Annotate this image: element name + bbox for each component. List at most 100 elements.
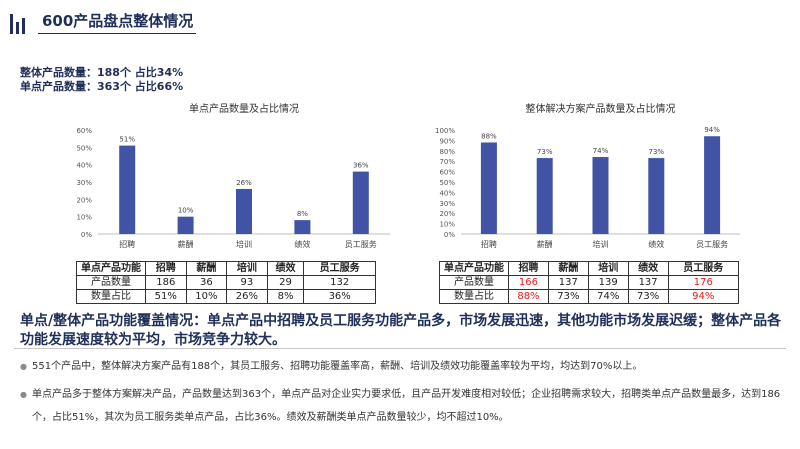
bar xyxy=(236,188,252,234)
bar xyxy=(294,220,311,234)
data-label: 51% xyxy=(119,136,135,144)
table-row: 数量占比 88% 73% 74% 73% 94% xyxy=(439,289,740,304)
y-tick-label: 70% xyxy=(439,158,455,166)
y-tick-label: 90% xyxy=(439,137,455,145)
logo-bars-icon xyxy=(10,10,30,34)
y-tick-label: 0% xyxy=(444,231,455,239)
table-cell: 数量占比 xyxy=(76,289,146,304)
data-label: 36% xyxy=(353,162,369,170)
overall-solution-bar-chart: 整体解决方案产品数量及占比情况 0% 10% 20% 30% 40% 50% 60% 70% 80… xyxy=(435,102,740,249)
y-tick-label: 50% xyxy=(439,179,455,187)
table-cell: 产品数量 xyxy=(439,275,509,290)
summary-block: 整体产品数量：188个 占比34% 单点产品数量：363个 占比66% xyxy=(20,66,183,94)
table-row: 产品数量 166 137 139 137 176 xyxy=(439,275,740,290)
table-cell: 10% xyxy=(185,289,228,304)
table-row: 产品数量 186 36 93 29 132 xyxy=(76,275,376,290)
table-cell-highlight: 94% xyxy=(667,289,740,304)
data-label: 73% xyxy=(649,148,665,156)
x-tick-label: 培训 xyxy=(593,239,609,249)
title-underline xyxy=(38,33,196,34)
bar xyxy=(648,158,665,234)
table-cell: 8% xyxy=(266,289,305,304)
bar xyxy=(177,216,194,234)
x-tick-label: 绩效 xyxy=(294,239,310,249)
table-cell: 数量占比 xyxy=(439,289,509,304)
table-header-cell: 绩效 xyxy=(627,261,669,276)
y-tick-label: 10% xyxy=(76,214,92,222)
bar xyxy=(704,136,721,234)
table-cell: 36% xyxy=(303,289,376,304)
x-tick-label: 招聘 xyxy=(481,239,497,249)
single-product-table: 单点产品功能 招聘 薪酬 培训 绩效 员工服务 产品数量 186 36 93 2… xyxy=(76,261,376,304)
data-label: 94% xyxy=(704,126,720,134)
y-tick-label: 60% xyxy=(76,127,92,135)
table-cell: 186 xyxy=(145,275,187,290)
table-header-row: 单点产品功能 招聘 薪酬 培训 绩效 员工服务 xyxy=(439,261,740,276)
y-tick-label: 30% xyxy=(439,200,455,208)
table-cell: 51% xyxy=(145,289,187,304)
data-label: 26% xyxy=(236,179,252,187)
table-cell: 73% xyxy=(547,289,589,304)
table-header-cell: 招聘 xyxy=(508,261,549,276)
table-header-cell: 培训 xyxy=(587,261,629,276)
y-tick-label: 50% xyxy=(76,144,92,152)
table-header-cell: 绩效 xyxy=(266,261,305,276)
single-product-bar-chart: 单点产品数量及占比情况 0% 10% 20% 30% 40% 50% 60% 51% 招聘 10% 薪… xyxy=(76,102,390,249)
page-title: 600产品盘点整体情况 xyxy=(42,12,194,30)
x-tick-label: 员工服务 xyxy=(345,239,377,249)
table-cell-highlight: 166 xyxy=(508,275,549,290)
data-label: 10% xyxy=(178,207,194,215)
y-tick-label: 80% xyxy=(439,148,455,156)
bullet-item: ● 551个产品中，整体解决方案产品有188个，其员工服务、招聘功能覆盖率高，薪… xyxy=(20,355,782,378)
key-finding-headline: 单点/整体产品功能覆盖情况：单点产品中招聘及员工服务功能产品多，市场发展迅速，其… xyxy=(20,313,782,348)
y-tick-label: 20% xyxy=(76,196,92,204)
table-cell: 73% xyxy=(627,289,669,304)
bullet-item: ● 单点产品多于整体方案解决产品，产品数量达到363个，单点产品对企业实力要求低… xyxy=(20,383,782,429)
y-tick-label: 60% xyxy=(439,169,455,177)
summary-line-overall: 整体产品数量：188个 占比34% xyxy=(20,66,184,79)
bar xyxy=(592,157,609,234)
table-cell: 36 xyxy=(185,275,228,290)
table-cell: 132 xyxy=(303,275,376,290)
x-tick-label: 薪酬 xyxy=(178,239,194,249)
bar xyxy=(352,171,369,234)
bar xyxy=(536,158,553,234)
bar xyxy=(480,142,497,234)
section-divider xyxy=(14,348,786,349)
data-label: 8% xyxy=(297,210,308,218)
chart-title: 整体解决方案产品数量及占比情况 xyxy=(526,102,676,115)
table-cell: 93 xyxy=(226,275,268,290)
table-cell: 74% xyxy=(587,289,629,304)
bullet-text: 单点产品多于整体方案解决产品，产品数量达到363个，单点产品对企业实力要求低，且… xyxy=(32,389,781,423)
table-cell: 137 xyxy=(627,275,669,290)
y-tick-label: 40% xyxy=(76,162,92,170)
table-cell: 29 xyxy=(266,275,305,290)
bullet-text: 551个产品中，整体解决方案产品有188个，其员工服务、招聘功能覆盖率高，薪酬、… xyxy=(32,361,643,372)
x-tick-label: 绩效 xyxy=(648,239,664,249)
x-tick-label: 培训 xyxy=(236,239,252,249)
bar xyxy=(119,145,136,234)
table-header-cell: 培训 xyxy=(226,261,268,276)
table-header-cell: 员工服务 xyxy=(667,261,740,276)
table-cell-highlight: 176 xyxy=(667,275,740,290)
data-label: 88% xyxy=(481,132,497,140)
y-tick-label: 40% xyxy=(439,189,455,197)
summary-line-single: 单点产品数量：363个 占比66% xyxy=(20,80,184,93)
table-header-cell: 单点产品功能 xyxy=(76,261,146,276)
x-tick-label: 招聘 xyxy=(119,239,135,249)
chart-title: 单点产品数量及占比情况 xyxy=(189,102,299,115)
table-header-row: 单点产品功能 招聘 薪酬 培训 绩效 员工服务 xyxy=(76,261,376,276)
y-tick-label: 20% xyxy=(439,210,455,218)
x-tick-label: 员工服务 xyxy=(696,239,728,249)
table-header-cell: 招聘 xyxy=(145,261,187,276)
y-tick-label: 30% xyxy=(76,179,92,187)
table-header-cell: 薪酬 xyxy=(185,261,228,276)
overall-solution-table: 单点产品功能 招聘 薪酬 培训 绩效 员工服务 产品数量 166 137 139… xyxy=(439,261,740,304)
y-tick-label: 10% xyxy=(439,221,455,229)
table-cell-highlight: 88% xyxy=(508,289,549,304)
x-tick-label: 薪酬 xyxy=(537,239,553,249)
table-header-cell: 单点产品功能 xyxy=(439,261,509,276)
dot-icon: ● xyxy=(20,390,27,399)
y-tick-label: 0% xyxy=(81,231,92,239)
table-header-cell: 员工服务 xyxy=(303,261,376,276)
